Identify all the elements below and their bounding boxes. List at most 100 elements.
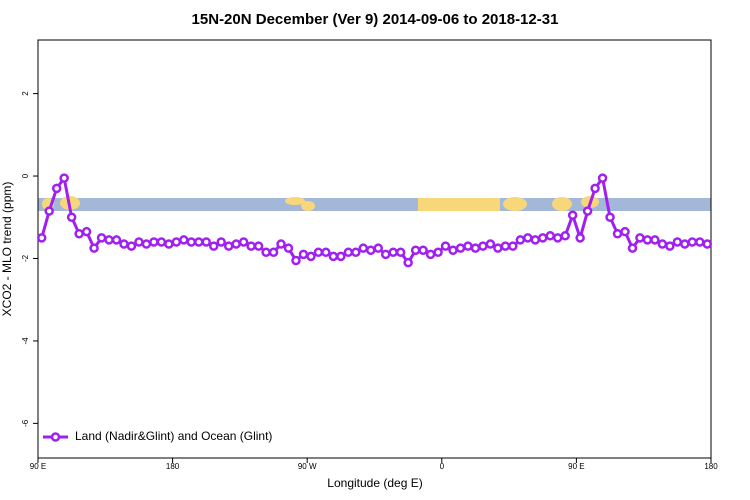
data-point: [440, 241, 451, 251]
data-point: [36, 233, 47, 243]
x-tick-label: 90 E: [568, 462, 584, 471]
data-point: [171, 237, 182, 247]
data-point: [590, 183, 600, 194]
legend-marker: [50, 432, 61, 442]
y-tick-label: -4: [21, 337, 30, 345]
data-point: [582, 206, 593, 216]
data-point: [380, 249, 391, 260]
data-point: [253, 241, 264, 251]
data-point: [111, 235, 122, 245]
data-point: [208, 241, 219, 251]
data-point: [642, 235, 653, 245]
data-point: [493, 243, 503, 253]
data-point: [164, 239, 174, 249]
data-point: [657, 239, 668, 249]
data-point: [343, 247, 354, 258]
data-point: [425, 249, 436, 260]
data-point: [231, 239, 241, 249]
data-point: [448, 245, 458, 255]
data-point: [612, 228, 623, 239]
data-point: [141, 239, 152, 249]
data-point: [149, 237, 159, 247]
data-point: [201, 237, 211, 247]
data-point: [268, 247, 279, 258]
data-point: [134, 237, 144, 247]
data-point: [635, 233, 645, 243]
land-patch: [418, 198, 500, 211]
data-point: [321, 247, 331, 258]
data-point: [470, 243, 481, 253]
data-point: [650, 235, 660, 245]
legend-label: Land (Nadir&Glint) and Ocean (Glint): [75, 429, 272, 443]
data-point: [530, 235, 541, 245]
land-patch: [552, 197, 572, 211]
data-point: [560, 231, 570, 241]
data-point: [515, 235, 526, 245]
data-point: [388, 247, 398, 258]
data-point: [485, 239, 496, 249]
data-point: [665, 241, 675, 251]
data-point: [238, 237, 249, 247]
data-point: [358, 243, 369, 253]
data-point: [126, 241, 137, 251]
data-point: [96, 233, 107, 243]
data-point: [523, 233, 533, 243]
data-point: [291, 255, 301, 266]
land-patch: [301, 201, 315, 211]
data-point: [276, 239, 286, 249]
data-point: [283, 243, 294, 253]
data-point: [44, 206, 54, 216]
data-point: [298, 249, 309, 260]
data-point: [478, 241, 488, 251]
data-point: [119, 239, 129, 249]
data-point: [410, 245, 421, 255]
data-point: [186, 237, 197, 247]
data-point: [89, 243, 99, 253]
data-point: [455, 243, 466, 253]
data-point: [156, 237, 167, 247]
data-point: [373, 243, 383, 253]
data-point: [552, 233, 563, 243]
plot-frame: [37, 39, 712, 459]
land-patch: [503, 197, 527, 211]
data-point: [216, 237, 226, 247]
x-tick-label: 180: [166, 462, 180, 471]
data-point: [538, 233, 548, 243]
data-point: [74, 228, 84, 239]
chart-title: 15N-20N December (Ver 9) 2014-09-06 to 2…: [192, 11, 559, 28]
data-point: [508, 241, 518, 251]
x-tick-label: 180: [704, 462, 718, 471]
data-point: [695, 237, 705, 247]
data-point: [366, 245, 376, 255]
data-point: [351, 247, 361, 258]
y-axis-label: XCO2 - MLO trend (ppm): [0, 182, 14, 317]
data-point: [605, 212, 615, 223]
data-point: [81, 226, 92, 237]
data-point: [463, 241, 473, 251]
data-point: [418, 245, 428, 255]
y-tick-label: 2: [21, 91, 30, 96]
x-tick-label: 90 W: [298, 462, 317, 471]
data-point: [306, 251, 316, 262]
data-point: [395, 247, 406, 258]
data-point: [246, 241, 256, 251]
y-tick-label: -2: [21, 254, 30, 262]
data-point: [433, 247, 443, 258]
data-point: [702, 239, 713, 249]
data-point: [223, 241, 234, 251]
data-point: [545, 231, 555, 241]
data-point: [313, 247, 324, 258]
data-point: [66, 212, 77, 223]
data-point: [336, 251, 346, 262]
map-strip: [38, 196, 711, 211]
data-point: [104, 235, 114, 245]
data-point: [597, 173, 608, 183]
x-tick-label: 90 E: [30, 462, 46, 471]
x-tick-label: 0: [440, 462, 445, 471]
data-point: [328, 251, 339, 262]
data-point: [627, 243, 638, 253]
data-point: [51, 183, 62, 194]
data-point: [179, 235, 189, 245]
data-point: [687, 237, 698, 247]
